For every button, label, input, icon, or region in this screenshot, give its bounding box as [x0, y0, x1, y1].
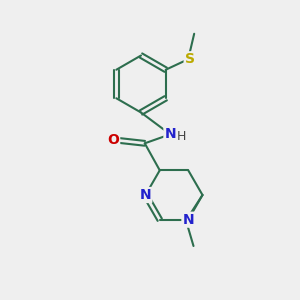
Text: N: N	[182, 213, 194, 227]
Text: S: S	[185, 52, 195, 66]
Text: N: N	[140, 188, 151, 202]
Text: O: O	[107, 133, 119, 147]
Text: N: N	[164, 127, 176, 141]
Text: H: H	[177, 130, 186, 143]
